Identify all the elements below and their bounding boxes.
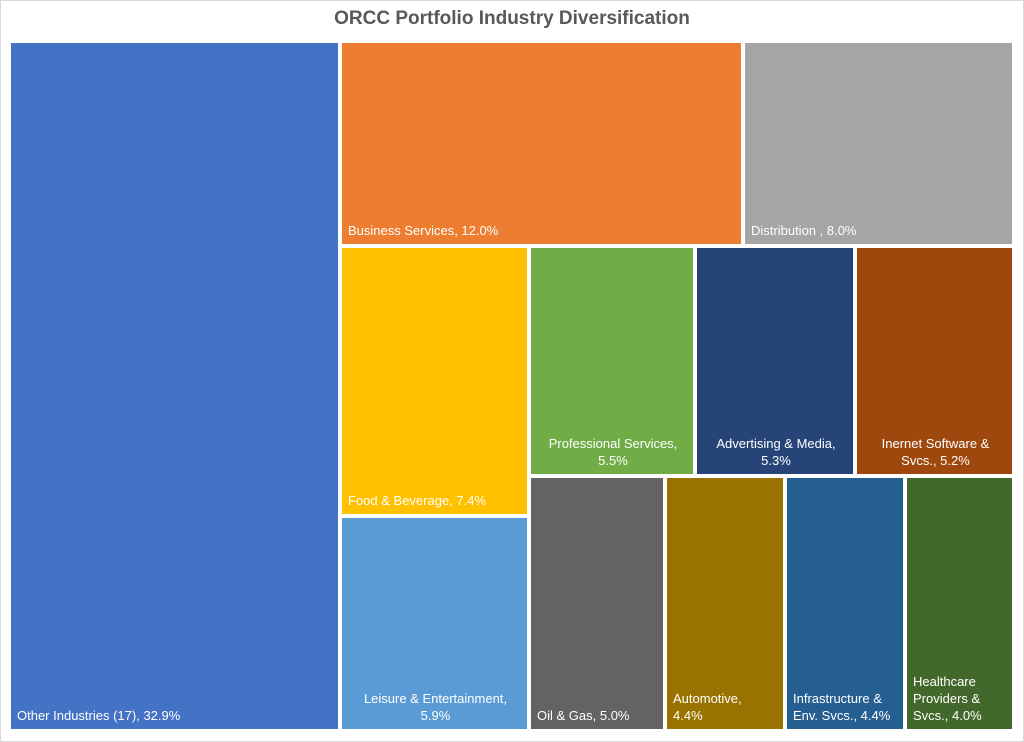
chart-title: ORCC Portfolio Industry Diversification (334, 8, 690, 29)
treemap-tile-label: Other Industries (17), 32.9% (17, 708, 181, 723)
treemap-tile-label: Advertising & Media, 5.3% (716, 436, 836, 468)
treemap-tile-label: Distribution , 8.0% (751, 223, 857, 238)
treemap-tile-label: Automotive, 4.4% (673, 691, 742, 723)
treemap-tile-label: Healthcare Providers & Svcs., 4.0% (913, 674, 982, 723)
treemap-tile-business-services: Business Services, 12.0% (340, 41, 743, 246)
treemap-tile-professional-services: Professional Services, 5.5% (529, 246, 695, 476)
treemap-tile-label: Inernet Software & Svcs., 5.2% (881, 436, 990, 468)
treemap-tile-label: Food & Beverage, 7.4% (348, 493, 487, 508)
treemap-tile-distribution: Distribution , 8.0% (743, 41, 1014, 246)
treemap-tile-automotive: Automotive, 4.4% (665, 476, 785, 731)
treemap-tile-leisure-entertainment: Leisure & Entertainment, 5.9% (340, 516, 529, 731)
treemap-tile-advertising-media: Advertising & Media, 5.3% (695, 246, 855, 476)
treemap-tile-label: Infrastructure & Env. Svcs., 4.4% (793, 691, 891, 723)
treemap-tile-infrastructure-env-svcs: Infrastructure & Env. Svcs., 4.4% (785, 476, 905, 731)
treemap-tile-food-beverage: Food & Beverage, 7.4% (340, 246, 529, 516)
treemap-tile-healthcare-providers-svcs: Healthcare Providers & Svcs., 4.0% (905, 476, 1014, 731)
treemap-tile-inernet-software-svcs: Inernet Software & Svcs., 5.2% (855, 246, 1014, 476)
treemap-tile-label: Professional Services, 5.5% (548, 436, 678, 468)
treemap-tile-label: Leisure & Entertainment, 5.9% (363, 691, 508, 723)
treemap-tile-other-industries-17: Other Industries (17), 32.9% (9, 41, 340, 731)
treemap-tile-label: Oil & Gas, 5.0% (537, 708, 630, 723)
treemap-tile-oil-gas: Oil & Gas, 5.0% (529, 476, 665, 731)
treemap-tile-label: Business Services, 12.0% (348, 223, 499, 238)
